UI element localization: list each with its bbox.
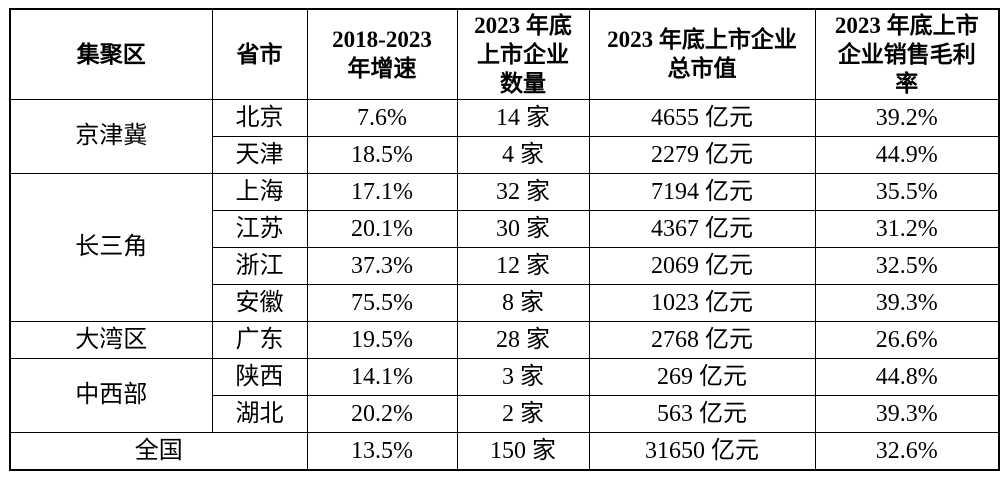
growth-cell: 75.5%: [306, 283, 458, 322]
total-label-cell: 全国: [9, 431, 308, 471]
gross-margin-cell: 44.8%: [814, 357, 1000, 396]
growth-cell: 17.1%: [306, 172, 458, 211]
listed-count-cell: 32 家: [456, 172, 590, 211]
market-cap-cell: 2069 亿元: [588, 246, 816, 285]
listed-count-cell: 30 家: [456, 209, 590, 248]
province-cell: 湖北: [211, 394, 308, 433]
growth-cell: 7.6%: [306, 98, 458, 137]
listed-count-cell: 4 家: [456, 135, 590, 174]
header-row: 集聚区 省市 2018-2023 年增速 2023 年底 上市企业 数量 202…: [9, 8, 1000, 100]
gross-margin-cell: 39.2%: [814, 98, 1000, 137]
table-row: 浙江 37.3% 12 家 2069 亿元 32.5%: [10, 246, 1000, 285]
province-cell: 北京: [211, 98, 308, 137]
header-cell-listed-count: 2023 年底 上市企业 数量: [456, 8, 590, 100]
header-cell-region: 集聚区: [9, 8, 213, 100]
growth-cell: 20.2%: [306, 394, 458, 433]
market-cap-cell: 563 亿元: [588, 394, 816, 433]
listed-count-cell: 150 家: [456, 431, 590, 471]
table-row: 安徽 75.5% 8 家 1023 亿元 39.3%: [10, 283, 1000, 322]
cluster-listed-companies-table: 集聚区 省市 2018-2023 年增速 2023 年底 上市企业 数量 202…: [9, 8, 1000, 471]
listed-count-cell: 28 家: [456, 320, 590, 359]
table-row: 湖北 20.2% 2 家 563 亿元 39.3%: [10, 394, 1000, 433]
listed-count-cell: 2 家: [456, 394, 590, 433]
province-cell: 天津: [211, 135, 308, 174]
market-cap-cell: 2279 亿元: [588, 135, 816, 174]
market-cap-cell: 7194 亿元: [588, 172, 816, 211]
gross-margin-cell: 35.5%: [814, 172, 1000, 211]
province-cell: 陕西: [211, 357, 308, 396]
total-row: 全国 13.5% 150 家 31650 亿元 32.6%: [9, 431, 1000, 471]
growth-cell: 20.1%: [306, 209, 458, 248]
gross-margin-cell: 32.5%: [814, 246, 1000, 285]
listed-count-cell: 14 家: [456, 98, 590, 137]
region-cell: 长三角: [9, 172, 213, 322]
gross-margin-cell: 39.3%: [814, 394, 1000, 433]
market-cap-cell: 4367 亿元: [588, 209, 816, 248]
region-cell: 大湾区: [9, 320, 213, 359]
growth-cell: 18.5%: [306, 135, 458, 174]
table-row: 江苏 20.1% 30 家 4367 亿元 31.2%: [10, 209, 1000, 248]
header-cell-growth: 2018-2023 年增速: [306, 8, 458, 100]
table-row: 京津冀 北京 7.6% 14 家 4655 亿元 39.2%: [9, 98, 1000, 174]
market-cap-cell: 269 亿元: [588, 357, 816, 396]
region-cell: 中西部: [9, 357, 213, 433]
header-cell-province: 省市: [211, 8, 308, 100]
gross-margin-cell: 31.2%: [814, 209, 1000, 248]
listed-count-cell: 3 家: [456, 357, 590, 396]
header-cell-market-cap: 2023 年底上市企业 总市值: [588, 8, 816, 100]
province-cell: 广东: [211, 320, 308, 359]
market-cap-cell: 4655 亿元: [588, 98, 816, 137]
growth-cell: 37.3%: [306, 246, 458, 285]
gross-margin-cell: 44.9%: [814, 135, 1000, 174]
listed-count-cell: 8 家: [456, 283, 590, 322]
market-cap-cell: 31650 亿元: [588, 431, 816, 471]
gross-margin-cell: 39.3%: [814, 283, 1000, 322]
table-row: 大湾区 广东 19.5% 28 家 2768 亿元 26.6%: [9, 320, 1000, 359]
province-cell: 上海: [211, 172, 308, 211]
province-cell: 安徽: [211, 283, 308, 322]
growth-cell: 14.1%: [306, 357, 458, 396]
table-row: 长三角 上海 17.1% 32 家 7194 亿元 35.5%: [9, 172, 1000, 322]
growth-cell: 19.5%: [306, 320, 458, 359]
province-cell: 江苏: [211, 209, 308, 248]
gross-margin-cell: 32.6%: [814, 431, 1000, 471]
growth-cell: 13.5%: [306, 431, 458, 471]
table-row: 中西部 陕西 14.1% 3 家 269 亿元 44.8%: [9, 357, 1000, 433]
market-cap-cell: 1023 亿元: [588, 283, 816, 322]
gross-margin-cell: 26.6%: [814, 320, 1000, 359]
market-cap-cell: 2768 亿元: [588, 320, 816, 359]
header-cell-gross-margin: 2023 年底上市 企业销售毛利 率: [814, 8, 1000, 100]
province-cell: 浙江: [211, 246, 308, 285]
listed-count-cell: 12 家: [456, 246, 590, 285]
region-cell: 京津冀: [9, 98, 213, 174]
